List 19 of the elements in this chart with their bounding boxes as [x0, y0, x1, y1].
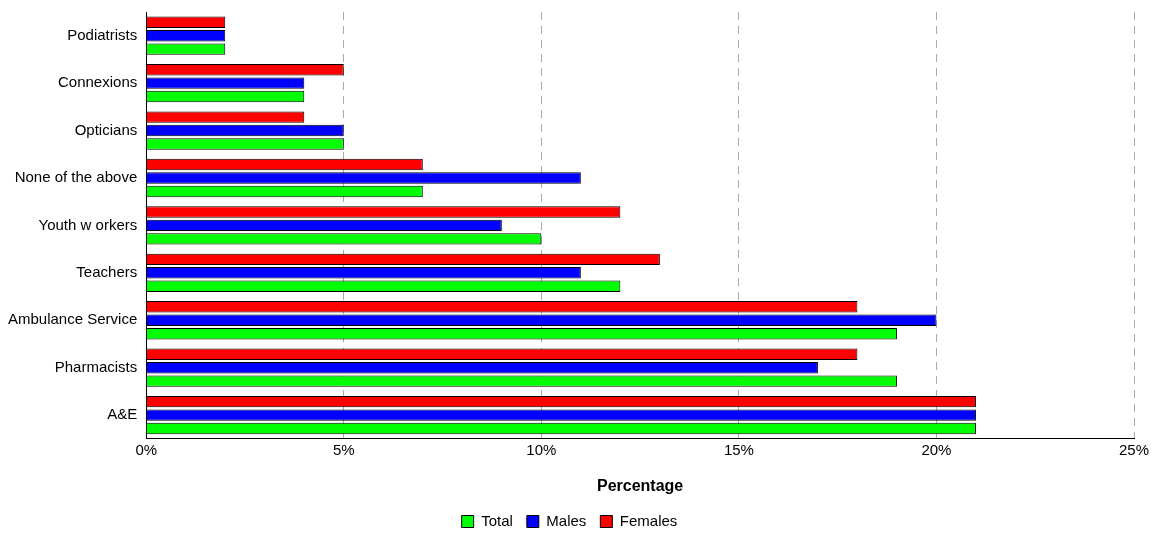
y-tick-label: Podiatrists: [67, 25, 138, 43]
y-tick-label: Ambulance Service: [7, 310, 138, 328]
x-tick-label: 5%: [332, 440, 355, 458]
y-tick-label: Youth w orkers: [38, 215, 138, 233]
y-tick-label: None of the above: [14, 168, 138, 186]
y-tick-label: Pharmacists: [54, 357, 138, 375]
y-tick-label: A&E: [107, 405, 138, 423]
legend-label: Total: [481, 511, 513, 529]
x-tick-label: 20%: [921, 440, 952, 458]
x-tick-label: 10%: [526, 440, 557, 458]
x-axis-title: Percentage: [596, 476, 684, 494]
y-tick-label: Connexions: [58, 73, 138, 91]
y-tick-label: Opticians: [74, 120, 138, 138]
legend-label: Females: [619, 511, 678, 529]
x-tick-label: 15%: [723, 440, 754, 458]
y-tick-label: Teachers: [76, 262, 138, 280]
x-tick-label: 25%: [1118, 440, 1150, 458]
legend-label: Males: [546, 511, 587, 529]
x-tick-label: 0%: [135, 440, 158, 458]
